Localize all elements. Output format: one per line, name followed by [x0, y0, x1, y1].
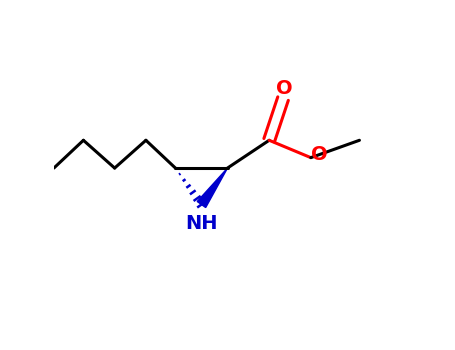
Text: NH: NH — [185, 214, 217, 233]
Text: O: O — [311, 145, 328, 164]
Text: O: O — [277, 79, 293, 98]
Polygon shape — [197, 168, 228, 208]
